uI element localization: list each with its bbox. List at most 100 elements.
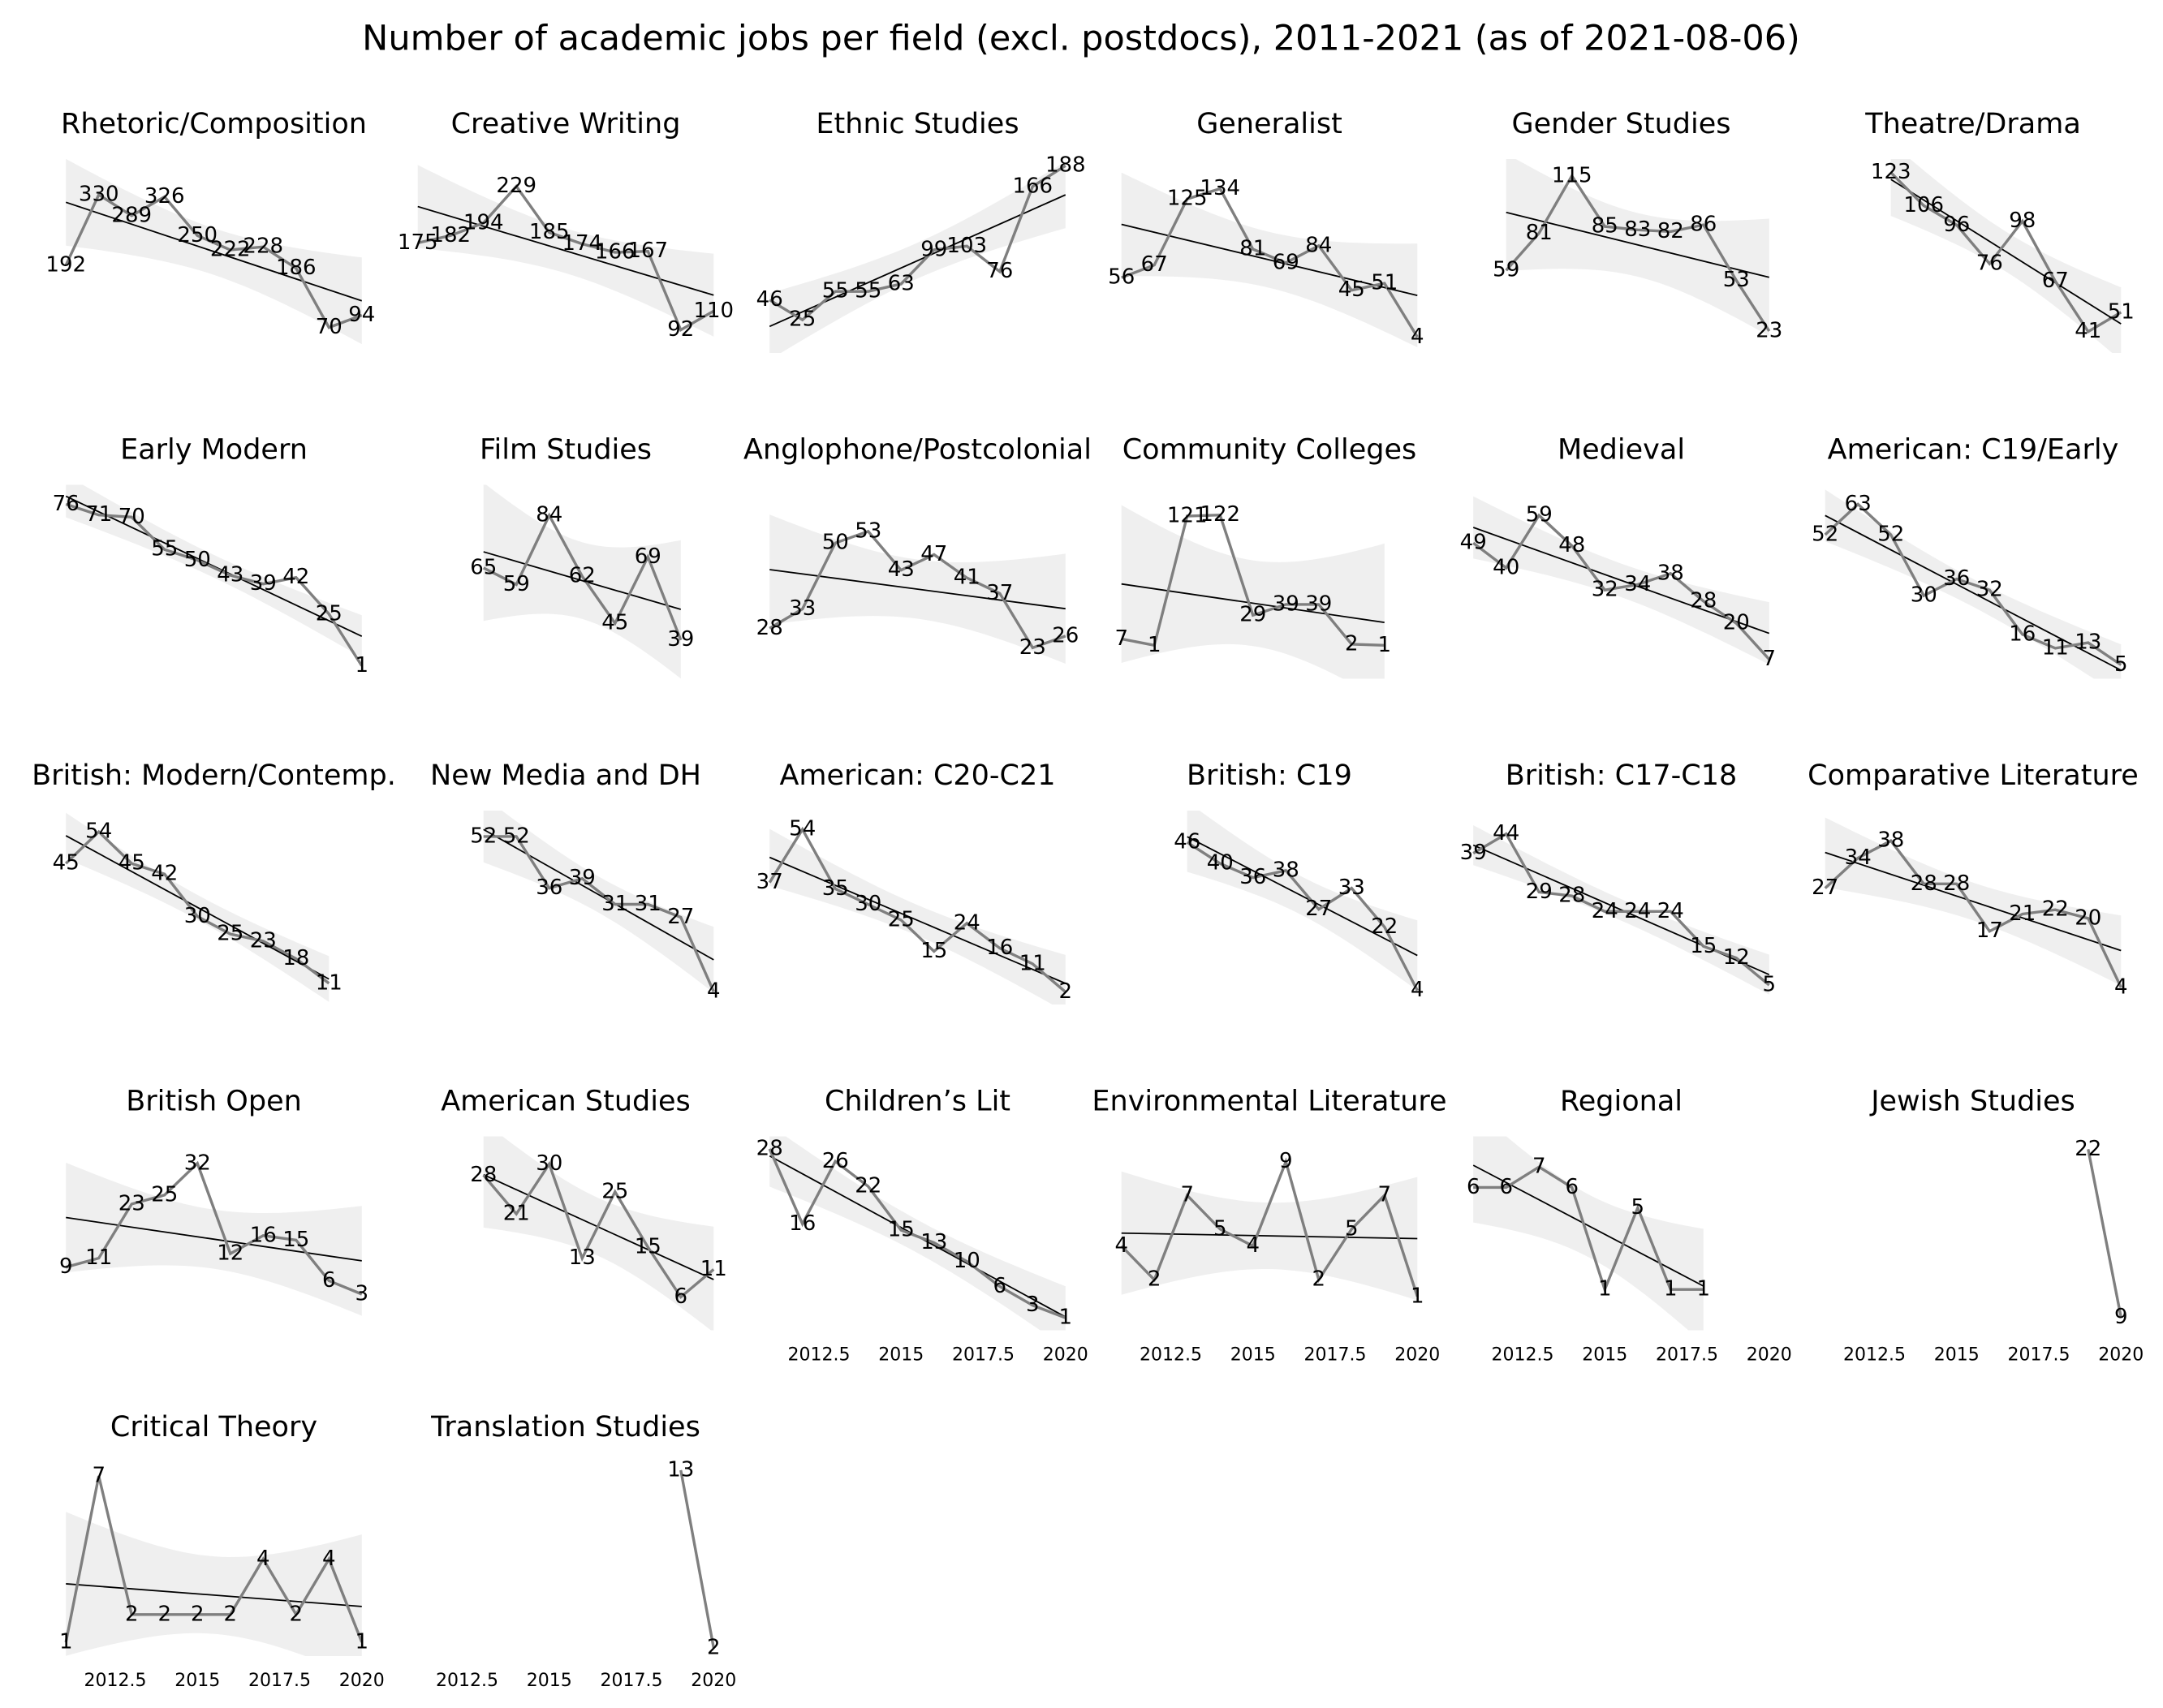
value-label: 12 <box>1723 945 1750 970</box>
value-label: 24 <box>1592 899 1618 923</box>
value-label: 31 <box>601 892 628 916</box>
value-label: 84 <box>1305 233 1332 257</box>
panel-title: American Studies <box>441 1086 691 1118</box>
x-tick-label: 2015 <box>1230 1345 1276 1366</box>
value-label: 83 <box>1624 217 1651 242</box>
value-label: 54 <box>789 817 816 841</box>
value-label: 229 <box>496 174 536 198</box>
confidence-band <box>1473 1136 1704 1331</box>
regression-line <box>1121 583 1385 624</box>
confidence-band <box>1187 811 1418 991</box>
value-label: 63 <box>888 271 915 295</box>
panel-title: Environmental Literature <box>1092 1086 1446 1118</box>
value-label: 11 <box>2042 635 2069 660</box>
value-label: 32 <box>184 1151 211 1175</box>
value-label: 6 <box>322 1268 336 1293</box>
value-label: 30 <box>855 892 881 916</box>
value-label: 48 <box>1558 533 1585 557</box>
value-label: 56 <box>1108 265 1135 290</box>
value-label: 32 <box>1976 578 2003 602</box>
value-label: 1 <box>1598 1277 1612 1301</box>
value-label: 38 <box>1657 561 1684 585</box>
value-label: 1 <box>1411 1284 1424 1308</box>
value-label: 22 <box>855 1174 881 1198</box>
value-label: 2 <box>191 1602 205 1626</box>
data-line <box>1121 187 1419 338</box>
value-label: 37 <box>756 870 783 894</box>
value-label: 16 <box>986 936 1013 960</box>
value-label: 10 <box>954 1249 980 1273</box>
value-label: 45 <box>118 851 145 876</box>
x-tick-label: 2012.5 <box>787 1345 850 1366</box>
value-label: 1 <box>1696 1277 1710 1301</box>
value-label: 55 <box>151 537 178 561</box>
panel-title: Regional <box>1560 1086 1683 1118</box>
value-label: 24 <box>1624 899 1651 923</box>
value-label: 99 <box>920 237 947 261</box>
value-label: 67 <box>1141 252 1168 277</box>
value-label: 188 <box>1045 153 1086 178</box>
regression-line <box>65 201 363 302</box>
value-label: 28 <box>1690 588 1717 613</box>
value-label: 28 <box>756 616 783 640</box>
value-label: 52 <box>1877 522 1904 546</box>
value-label: 54 <box>85 820 112 844</box>
data-line <box>417 183 715 333</box>
value-label: 13 <box>667 1457 694 1482</box>
value-label: 41 <box>954 566 980 590</box>
value-label: 82 <box>1657 219 1684 243</box>
panel-title: Gender Studies <box>1512 108 1731 140</box>
x-tick-label: 2015 <box>527 1671 572 1691</box>
value-label: 44 <box>1493 821 1519 845</box>
data-line <box>1824 502 2122 666</box>
value-label: 166 <box>595 239 636 264</box>
value-label: 4 <box>1246 1233 1260 1258</box>
value-label: 4 <box>2114 974 2128 999</box>
value-label: 30 <box>536 1151 562 1176</box>
value-label: 84 <box>536 503 562 527</box>
value-label: 289 <box>111 203 152 227</box>
value-label: 2 <box>1345 632 1359 656</box>
value-label: 36 <box>1239 865 1266 889</box>
panel-title: American: C19/Early <box>1828 434 2119 467</box>
x-tick-label: 2012.5 <box>1843 1345 1906 1366</box>
value-label: 28 <box>1943 871 1970 896</box>
regression-line <box>417 205 714 296</box>
x-tick-label: 2017.5 <box>248 1671 311 1691</box>
value-label: 39 <box>1305 592 1332 616</box>
x-tick-label: 2017.5 <box>2008 1345 2070 1366</box>
value-label: 186 <box>276 256 317 280</box>
value-label: 3 <box>355 1282 368 1306</box>
value-label: 18 <box>282 946 309 970</box>
value-label: 5 <box>1631 1195 1644 1220</box>
data-line <box>64 1475 364 1643</box>
value-label: 23 <box>118 1191 145 1215</box>
value-label: 31 <box>635 892 661 916</box>
value-label: 15 <box>888 1218 915 1242</box>
value-label: 2 <box>223 1602 237 1626</box>
x-tick-label: 2017.5 <box>1304 1345 1367 1366</box>
value-label: 49 <box>1460 531 1487 555</box>
value-label: 39 <box>1273 592 1299 616</box>
value-label: 40 <box>1493 555 1519 579</box>
regression-line <box>483 551 682 610</box>
value-label: 86 <box>1690 213 1717 237</box>
value-label: 228 <box>243 234 283 259</box>
value-label: 53 <box>855 518 881 543</box>
value-label: 3 <box>1026 1293 1040 1317</box>
value-label: 46 <box>1174 830 1200 854</box>
value-label: 28 <box>470 1163 497 1187</box>
value-label: 45 <box>1338 277 1365 302</box>
value-label: 125 <box>1167 187 1208 211</box>
value-label: 5 <box>1213 1216 1227 1241</box>
value-label: 222 <box>210 237 251 261</box>
data-line <box>768 826 1066 993</box>
panel-title: Generalist <box>1196 108 1342 140</box>
regression-line <box>66 1583 362 1607</box>
panel-title: Rhetoric/Composition <box>61 108 367 140</box>
regression-line <box>769 856 1066 984</box>
data-line <box>65 502 364 667</box>
value-label: 13 <box>2075 630 2101 655</box>
confidence-band <box>1121 505 1385 679</box>
value-label: 26 <box>822 1149 849 1173</box>
